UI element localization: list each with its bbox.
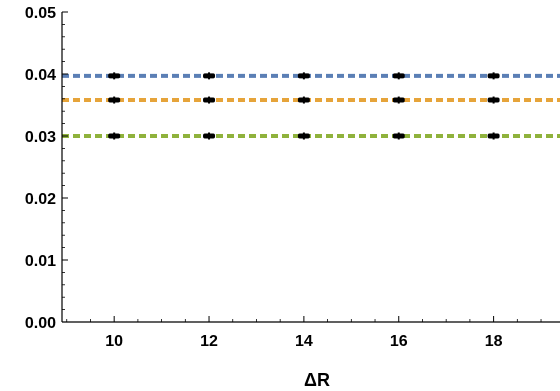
x-tick-label: 12 [200, 333, 218, 350]
y-tick-label: 0.01 [25, 253, 56, 270]
x-axis-title: ΔR [304, 370, 330, 390]
y-tick-label: 0.00 [25, 315, 56, 332]
y-tick-label: 0.04 [25, 67, 56, 84]
axes [61, 11, 560, 323]
y-tick-label: 0.03 [25, 129, 56, 146]
x-tick-label: 18 [485, 333, 503, 350]
x-tick-label: 10 [105, 333, 123, 350]
x-tick-label: 16 [390, 333, 408, 350]
tick-labels: 0.00 0.01 0.02 0.03 0.04 0.05 10 12 14 16 18 [25, 5, 503, 350]
data-points [108, 72, 500, 140]
x-tick-label: 14 [295, 333, 313, 350]
reference-lines [62, 73, 560, 138]
y-tick-label: 0.05 [25, 5, 56, 22]
y-tick-label: 0.02 [25, 191, 56, 208]
